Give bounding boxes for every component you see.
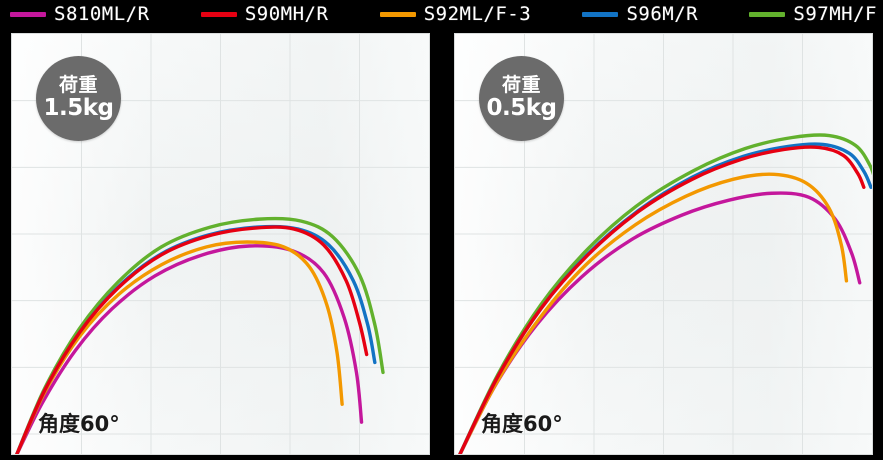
curve-s92ml-f-3 [16, 242, 342, 454]
angle-label-right: 角度60° [481, 412, 563, 436]
load-bubble-label-right: 荷重 [501, 73, 541, 96]
legend-item-4[interactable]: S97MH/F [749, 3, 877, 25]
legend-label-1: S90MH/R [244, 3, 329, 25]
legend-item-1[interactable]: S90MH/R [200, 3, 329, 25]
legend-label-3: S96M/R [626, 3, 699, 25]
chart-plot-right [455, 34, 872, 454]
legend-label-0: S810ML/R [54, 3, 150, 25]
legend-item-2[interactable]: S92ML/F-3 [379, 3, 532, 25]
load-bubble-label-left: 荷重 [58, 73, 98, 96]
legend-swatch-s97mhf [749, 11, 786, 17]
panel-load-0-5kg: 荷重 0.5kg 角度60° [454, 33, 873, 455]
curve-s90mh-r [16, 227, 367, 454]
curve-s92ml-f-3 [459, 174, 846, 454]
angle-label-left: 角度60° [38, 412, 120, 436]
legend-item-0[interactable]: S810ML/R [10, 3, 150, 25]
legend-swatch-s810mlr [10, 11, 46, 17]
chart-plot-left [12, 34, 429, 454]
panel-load-1-5kg: 荷重 1.5kg 角度60° [11, 33, 430, 455]
legend-item-3[interactable]: S96M/R [582, 3, 698, 25]
legend-swatch-s96mr [582, 11, 619, 17]
grid-lines [455, 34, 872, 454]
load-bubble-right: 荷重 0.5kg [479, 56, 564, 141]
load-bubble-left: 荷重 1.5kg [36, 56, 121, 141]
legend-swatch-s92mlf3 [379, 11, 416, 17]
load-bubble-value-left: 1.5kg [43, 95, 114, 122]
curve-s90mh-r [459, 147, 864, 454]
chart-panels: 荷重 1.5kg 角度60° 荷重 0.5kg 角度60° [0, 28, 883, 460]
curve-s810ml-r [16, 246, 361, 454]
legend-label-2: S92ML/F-3 [423, 3, 532, 25]
legend-swatch-s90mhr [200, 11, 237, 17]
curve-s97mh-f [16, 219, 383, 454]
legend: S810ML/R S90MH/R S92ML/F-3 S96M/R S97MH/… [0, 0, 883, 28]
legend-label-4: S97MH/F [793, 3, 877, 25]
curve-s97mh-f [459, 135, 872, 454]
load-bubble-value-right: 0.5kg [486, 95, 557, 122]
